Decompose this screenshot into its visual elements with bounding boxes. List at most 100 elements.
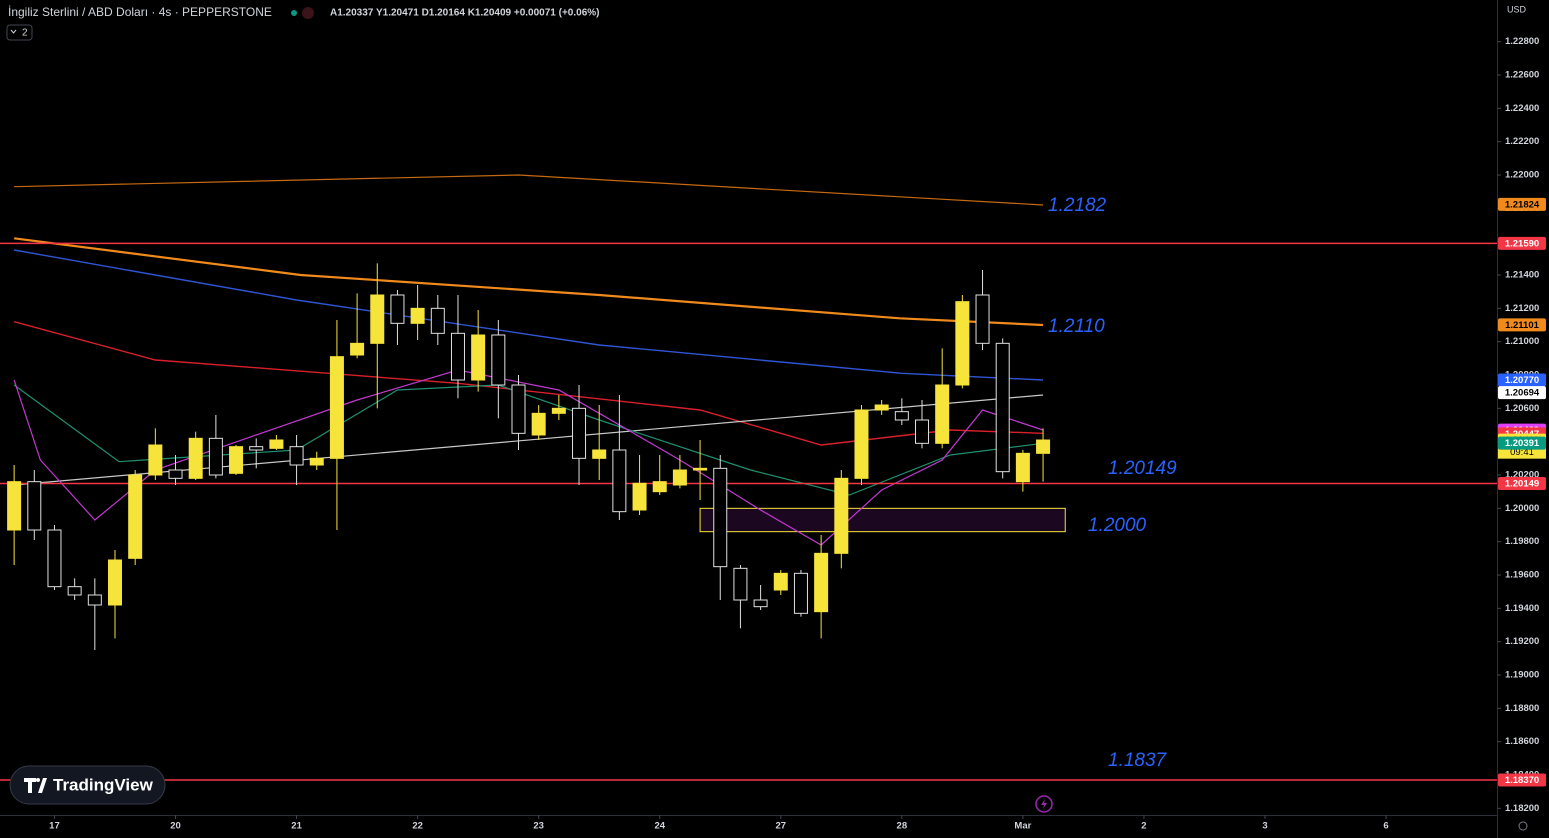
x-tick-label: 17	[49, 821, 60, 832]
ohlc-info: A1.20337 Y1.20471 D1.20164 K1.20409 +0.0…	[330, 8, 599, 19]
plot-area	[0, 174, 1497, 781]
candle-body	[249, 446, 264, 451]
level-annotation: 1.2182	[1048, 195, 1107, 216]
candle-body	[269, 439, 284, 449]
moving-average	[14, 394, 1044, 486]
candle-body	[67, 586, 82, 596]
price-badge	[1498, 436, 1546, 450]
candle-body	[7, 481, 22, 531]
candle-body	[107, 559, 122, 606]
y-tick-label: 1.18800	[1505, 703, 1539, 714]
candle-body	[128, 474, 143, 559]
y-tick-label: 1.21200	[1505, 303, 1539, 314]
price-badge	[1498, 773, 1546, 787]
candle-body	[632, 482, 647, 511]
x-tick-label: 3	[1262, 821, 1267, 832]
price-badge-label: 1.20770	[1505, 375, 1539, 386]
y-tick-label: 1.22800	[1505, 36, 1539, 47]
y-tick-label: 1.19800	[1505, 536, 1539, 547]
price-badge	[1498, 236, 1546, 250]
candle-body	[592, 449, 607, 459]
price-badge	[1498, 386, 1546, 400]
indicator-toggle[interactable]	[6, 24, 33, 41]
candle-body	[995, 342, 1010, 473]
y-tick-label: 1.22200	[1505, 136, 1539, 147]
x-tick-label: 27	[775, 821, 786, 832]
candle-body	[289, 446, 304, 466]
candle-body	[450, 332, 465, 381]
candle-body	[1015, 452, 1030, 483]
candle-body	[350, 342, 365, 356]
candle-body	[168, 469, 183, 479]
price-badge-label: 1.21101	[1505, 320, 1540, 331]
moving-average	[13, 237, 1044, 327]
candle-body	[188, 437, 203, 479]
events-bolt	[1041, 799, 1047, 809]
candle-body	[430, 307, 445, 334]
x-tick-label: 21	[291, 821, 302, 832]
candle-body	[854, 409, 869, 479]
candle-body	[572, 407, 587, 459]
y-tick-label: 1.20000	[1505, 503, 1539, 514]
price-badge-label: 1.20694	[1505, 388, 1540, 399]
candle-body	[309, 457, 324, 466]
candle-body	[612, 449, 627, 513]
price-badge-label: 1.21590	[1505, 238, 1539, 249]
candle-body	[652, 481, 667, 493]
price-badge	[1498, 197, 1546, 211]
candle-body	[329, 356, 344, 459]
candle-body	[955, 301, 970, 386]
settings-icon[interactable]	[1518, 821, 1528, 831]
y-tick-label: 1.20600	[1505, 403, 1539, 414]
candle-body	[935, 384, 950, 444]
candle-body	[834, 477, 849, 554]
candle-body	[27, 481, 42, 531]
y-tick-label: 1.19200	[1505, 636, 1539, 647]
candle-body	[874, 404, 889, 411]
y-tick-label: 1.18600	[1505, 736, 1539, 747]
candle-body	[793, 572, 808, 614]
currency-label[interactable]: USD	[1507, 4, 1527, 14]
candle-body	[370, 294, 385, 344]
status-dot	[291, 10, 297, 16]
moving-average	[14, 174, 1044, 206]
price-badge-label: 1.20391	[1505, 438, 1540, 449]
candle-body	[208, 437, 223, 476]
moving-average	[13, 384, 1044, 496]
candle-body	[390, 294, 405, 324]
price-badge-label: 1.18370	[1505, 775, 1539, 786]
candle-body	[753, 599, 768, 608]
x-tick-label: 2	[1141, 821, 1146, 832]
candle-body	[975, 294, 990, 344]
brand-logo	[24, 778, 47, 793]
y-tick-label: 1.22600	[1505, 70, 1539, 81]
candle-body	[672, 469, 687, 486]
candle-body	[814, 552, 829, 613]
candle-body	[713, 467, 728, 568]
x-tick-label: 24	[654, 821, 665, 832]
x-tick-label: 6	[1383, 821, 1388, 832]
price-badge-label: 1.21824	[1505, 199, 1540, 210]
y-tick-label: 1.19400	[1505, 603, 1539, 614]
moving-average	[14, 249, 1044, 381]
candle-body	[410, 307, 425, 324]
candle-body	[511, 384, 526, 434]
chevron-icon	[10, 29, 17, 34]
brand-logo-dot	[36, 778, 40, 782]
candle-body	[47, 529, 62, 588]
y-tick-label: 1.21400	[1505, 270, 1539, 281]
events-icon[interactable]	[1035, 795, 1053, 813]
price-badge	[1498, 373, 1546, 387]
support-zone	[699, 507, 1066, 533]
candle-body	[531, 412, 546, 436]
candle-body	[491, 334, 506, 386]
y-tick-label: 1.19600	[1505, 570, 1539, 581]
brand-badge[interactable]	[9, 765, 166, 805]
moving-average	[13, 320, 1044, 446]
level-annotation: 1.1837	[1108, 750, 1168, 771]
symbol-title: İngiliz Sterlini / ABD Doları · 4s · PEP…	[8, 5, 272, 19]
level-annotation: 1.2000	[1088, 515, 1147, 536]
brand-name: TradingView	[53, 775, 154, 794]
candle-body	[894, 411, 909, 421]
